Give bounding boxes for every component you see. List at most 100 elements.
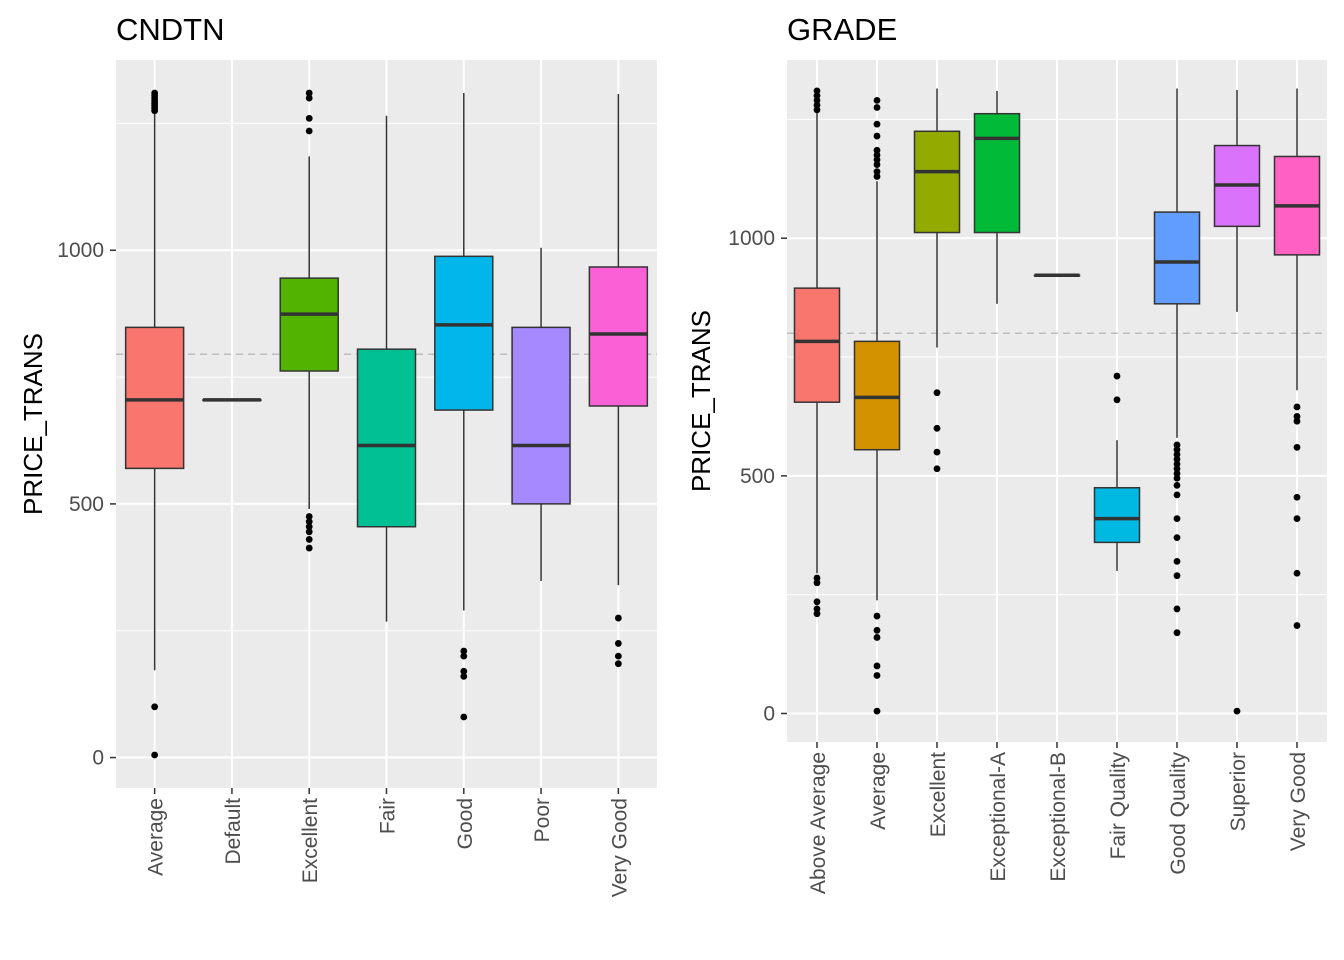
box-excellent [913, 88, 961, 473]
box-very-good [1273, 88, 1321, 629]
y-tick-label: 1000 [57, 239, 104, 262]
outlier-point [1173, 515, 1181, 523]
outlier-point [1113, 396, 1121, 404]
cndtn-panel: 0 500 1000 Average Default Excellent Fair Good P… [18, 12, 657, 897]
outlier-point [933, 465, 941, 473]
y-tick-label: 500 [740, 465, 775, 488]
x-tick-label: Good Quality [1167, 752, 1190, 875]
outlier-point [813, 92, 821, 100]
outlier-point [1293, 622, 1301, 629]
outlier-point [460, 713, 468, 721]
outlier-point [813, 610, 821, 618]
outlier-point [1113, 372, 1121, 380]
outlier-point [933, 389, 941, 397]
chart-title: CNDTN [116, 12, 225, 47]
outlier-point [305, 114, 313, 122]
outlier-point [873, 173, 881, 180]
outlier-point [813, 574, 821, 582]
x-tick-label: Fair [377, 798, 400, 834]
outlier-point [1233, 707, 1241, 715]
box-iqr [1153, 211, 1201, 305]
x-tick-label: Excellent [927, 752, 950, 837]
box-iqr [973, 112, 1021, 234]
box-iqr [124, 326, 185, 470]
box-iqr [853, 340, 901, 451]
x-tick-label: Poor [531, 798, 554, 842]
box-exceptional-b [1033, 273, 1081, 278]
outlier-point [873, 634, 881, 641]
outlier-point [1173, 460, 1181, 468]
box-iqr [913, 130, 961, 234]
outlier-point [151, 751, 159, 759]
outlier-point [460, 647, 468, 655]
outlier-point [813, 96, 821, 104]
outlier-point [1173, 481, 1181, 489]
outlier-point [873, 156, 881, 164]
outlier-point [1293, 443, 1301, 451]
box-fair-quality [1093, 372, 1141, 571]
box-exceptional-a [973, 90, 1021, 304]
box-good [434, 92, 494, 721]
y-tick-label: 0 [92, 747, 104, 770]
outlier-point [305, 94, 313, 102]
outlier-point [873, 132, 881, 140]
box-average [853, 96, 901, 715]
outlier-point [305, 518, 313, 526]
box-above-average [793, 87, 841, 618]
x-tick-label: Exceptional-B [1047, 752, 1070, 882]
y-tick-label: 500 [69, 493, 104, 516]
outlier-point [614, 640, 622, 647]
outlier-point [1293, 569, 1301, 577]
outlier-point [460, 667, 468, 675]
outlier-point [1173, 572, 1181, 580]
outlier-point [151, 89, 159, 97]
outlier-point [1173, 474, 1181, 482]
outlier-point [813, 579, 821, 587]
outlier-point [813, 598, 821, 606]
x-tick-label: Above Average [807, 752, 830, 894]
outlier-point [873, 662, 881, 670]
box-very-good [588, 93, 649, 668]
x-tick-label: Very Good [1287, 752, 1310, 851]
outlier-point [305, 513, 313, 520]
x-tick-label: Exceptional-A [987, 752, 1010, 882]
y-tick-label: 0 [763, 702, 775, 725]
box-average [124, 89, 185, 759]
box-poor [511, 247, 571, 582]
outlier-point [813, 101, 821, 109]
outlier-point [873, 120, 881, 128]
outlier-point [933, 424, 941, 432]
outlier-point [305, 89, 313, 97]
x-tick-label: Fair Quality [1107, 752, 1130, 860]
outlier-point [1173, 455, 1181, 463]
box-superior [1213, 89, 1261, 715]
outlier-point [614, 614, 622, 622]
outlier-point [1173, 629, 1181, 637]
box-excellent [279, 89, 339, 552]
x-tick-label: Very Good [608, 798, 631, 897]
outlier-point [813, 605, 821, 613]
outlier-point [1293, 413, 1301, 420]
box-iqr [356, 348, 417, 528]
outlier-point [1293, 493, 1301, 501]
outlier-point [873, 151, 881, 159]
outlier-point [305, 536, 313, 543]
grade-panel: 0 500 1000 Above Average Average Excellent Exc… [686, 12, 1327, 894]
outlier-point [873, 672, 881, 679]
y-axis-title: PRICE_TRANS [18, 333, 48, 515]
outlier-point [614, 660, 622, 668]
outlier-point [873, 626, 881, 634]
outlier-point [151, 703, 159, 711]
outlier-point [305, 528, 313, 536]
x-tick-label: Good [454, 798, 477, 849]
outlier-point [1293, 515, 1301, 523]
box-iqr [793, 287, 841, 403]
box-default [202, 398, 262, 402]
x-tick-label: Average [145, 798, 168, 876]
box-iqr [279, 277, 339, 372]
outlier-point [873, 146, 881, 154]
outlier-point [873, 96, 881, 104]
x-tick-label: Default [222, 798, 245, 865]
outlier-point [614, 652, 622, 660]
outlier-point [813, 87, 821, 95]
